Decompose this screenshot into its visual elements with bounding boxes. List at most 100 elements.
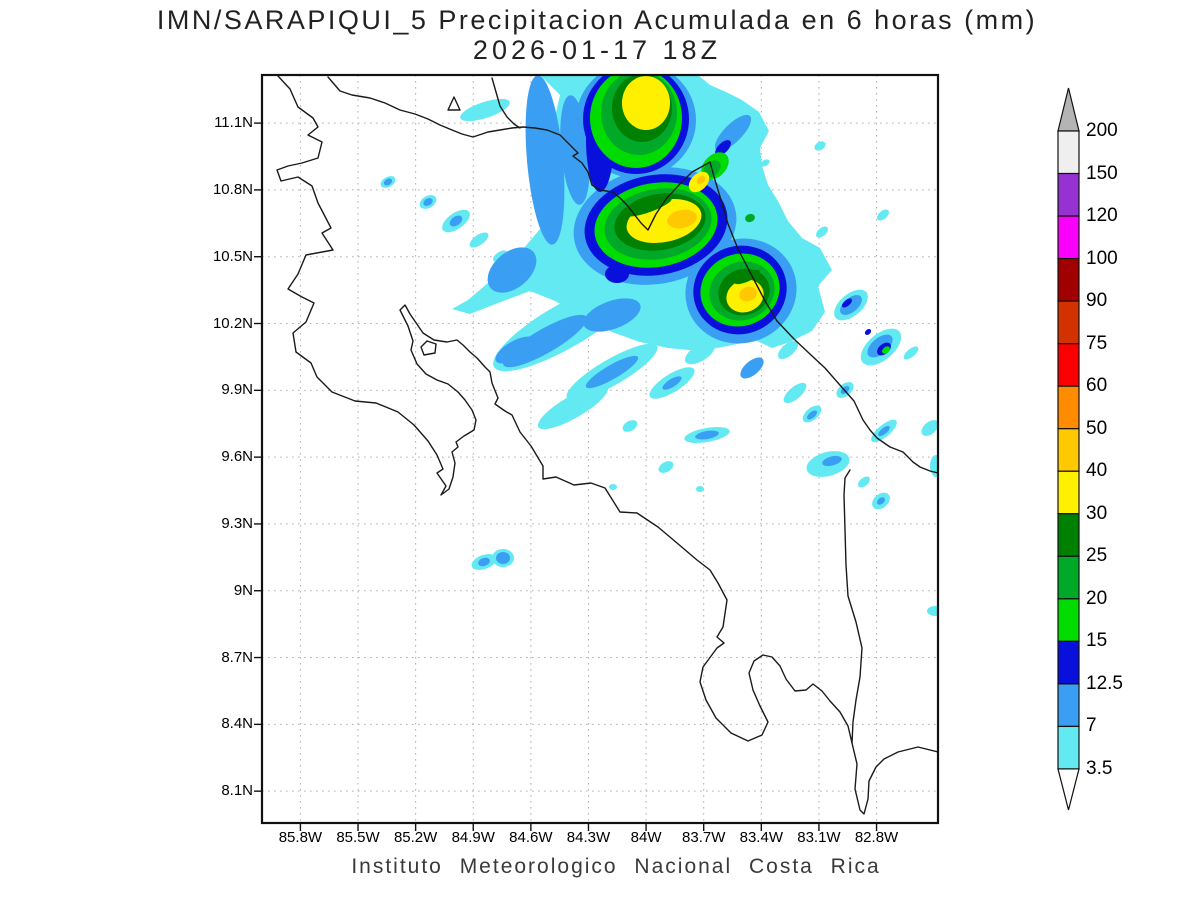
island-path [447,96,461,111]
colorbar-label: 25 [1086,545,1108,567]
colorbar-label: 20 [1086,587,1108,609]
colorbar-label: 3.5 [1086,757,1113,779]
y-axis-label: 9.3N [221,514,253,532]
precip-shape [609,484,617,490]
island-path [420,340,437,356]
precip-shape [877,497,885,505]
precip-shape [715,140,731,156]
y-axis-label: 8.4N [221,715,253,733]
precip-shape [449,215,463,227]
colorbar-segment [1057,172,1080,217]
precip-shape [930,455,938,477]
x-axis-label: 84W [630,829,662,846]
x-axis-label: 85.2W [393,829,438,846]
precip-shape [605,265,629,283]
coastline-path [843,469,863,744]
y-axis-label: 8.7N [221,648,253,666]
x-axis-label: 82.8W [854,829,899,846]
y-axis-label: 10.2N [212,314,253,332]
colorbar-label: 100 [1086,247,1118,269]
colorbar-label: 90 [1086,290,1108,312]
precip-shape [662,376,682,390]
colorbar-svg [1057,87,1080,811]
precip-shape [383,178,393,186]
colorbar-segment [1057,555,1080,600]
precip-shape [921,420,938,436]
colorbar-label: 12.5 [1086,672,1123,694]
precip-shape [684,341,716,365]
colorbar-label: 50 [1086,417,1108,439]
chart-title: IMN/SARAPIQUI_5 Precipitacion Acumulada … [156,5,1038,35]
colorbar-segment [1057,130,1080,175]
precip-shape [423,198,433,206]
y-axis-label: 10.8N [212,180,253,198]
precip-shape [487,247,537,293]
precip-shape [525,75,565,245]
colorbar-arrow-below-min [1057,768,1080,811]
precip-shape [478,557,490,567]
footer-attribution: Instituto Meteorologico Nacional Costa R… [351,855,881,878]
colorbar-segment [1057,300,1080,345]
precip-shape [816,226,828,238]
precip-shape [469,232,489,248]
precip-shape [740,357,764,379]
tick-layer [254,122,878,831]
colorbar-arrow-above-max [1057,87,1080,132]
x-axis-label: 85.8W [278,829,323,846]
precip-shape [658,461,674,473]
colorbar-segment [1057,640,1080,685]
coast-layer [276,75,938,815]
x-axis-label: 83.1W [797,829,841,846]
precip-shape [882,346,890,354]
colorbar-label: 200 [1086,120,1118,141]
colorbar-label: 40 [1086,460,1108,482]
coastline-path [276,75,938,815]
precip-shape [745,213,755,223]
colorbar-label: 120 [1086,205,1118,227]
x-axis-label: 84.9W [451,829,495,846]
colorbar-segment [1057,598,1080,642]
precip-shape [760,159,770,167]
precip-shape [460,98,510,122]
colorbar-segment [1057,470,1080,515]
precip-shape [807,410,817,420]
colorbar-label: 75 [1086,332,1108,354]
precip-shape [696,486,704,492]
x-axis-label: 84.6W [509,829,553,846]
precip-shape [583,298,641,332]
precip-shape [585,355,639,389]
y-axis-label: 11.1N [214,114,253,132]
x-axis-label: 85.5W [336,829,380,846]
colorbar-label: 150 [1086,162,1118,184]
precip-shape [622,420,638,432]
precip-shape [495,336,535,364]
precip-shape [496,552,510,564]
colorbar-segment [1057,343,1080,387]
precip-shape [822,455,842,467]
coastline-path [709,161,938,474]
coastline-path [491,77,521,129]
precip-shape [493,250,507,262]
precip-shape [537,384,609,430]
precip-shape [778,341,798,359]
y-axis-label: 8.1N [221,782,253,800]
precip-shape [734,269,760,285]
precip-shape [878,425,890,437]
colorbar-label: 7 [1086,715,1097,737]
colorbar-label: 15 [1086,630,1108,652]
precip-shape [783,382,807,404]
colorbar-segment [1057,385,1080,430]
precip-shape [814,141,826,151]
precip-shape [626,197,672,217]
map-svg [254,73,940,831]
precip-shape [927,606,938,616]
precip-shape [842,298,852,308]
x-axis-label: 83.4W [739,829,783,846]
map-frame [260,73,940,825]
coastline-path [327,76,711,231]
precip-shape [840,295,862,315]
y-axis-label: 9.9N [221,381,253,399]
x-axis-label: 83.7W [682,829,726,846]
colorbar-segment [1057,683,1080,728]
precip-shape [696,175,706,185]
